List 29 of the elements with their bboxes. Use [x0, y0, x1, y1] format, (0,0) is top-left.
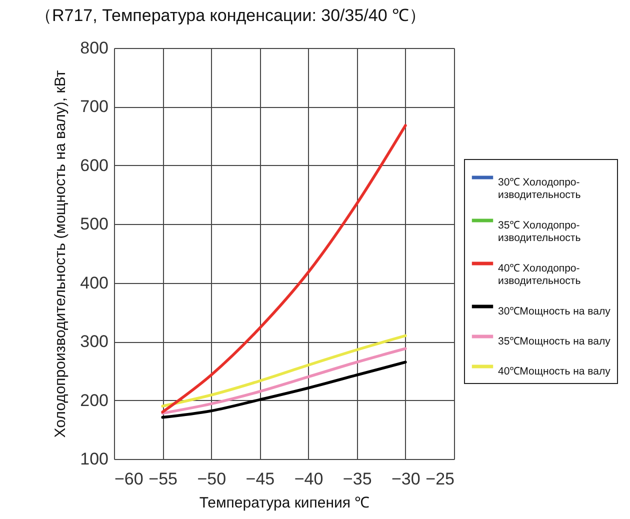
- y-tick-label: 200: [80, 390, 108, 410]
- y-tick-label: 700: [80, 97, 108, 116]
- y-tick-label: 300: [80, 332, 108, 352]
- line-series: [161, 347, 407, 415]
- line-series: [161, 334, 407, 408]
- legend-label: 30℃Мощность на валу: [498, 305, 612, 318]
- legend-label: 40℃Мощность на валу: [498, 365, 612, 378]
- x-tick-label: −25: [426, 470, 454, 488]
- x-axis-title: Температура кипения ℃: [199, 494, 370, 512]
- x-tick-label: −60: [114, 470, 144, 488]
- y-tick-label: 400: [80, 273, 108, 292]
- x-tick-label: −55: [148, 470, 178, 488]
- line-series: [161, 360, 407, 419]
- legend-label: 30℃ Холодопро-изводительность: [498, 176, 582, 201]
- x-tick-label: −40: [294, 470, 324, 488]
- legend-label: 40℃ Холодопро-изводительность: [498, 262, 582, 287]
- legend-label: 35℃ Холодопро-изводительность: [498, 219, 582, 244]
- x-tick-label: −50: [197, 470, 226, 488]
- y-tick-label: 100: [80, 450, 108, 468]
- y-tick-label: 800: [80, 38, 108, 58]
- y-tick-label: 600: [80, 156, 108, 175]
- y-axis-title: Холодопроизводительность (мощность на валу), кВт: [52, 70, 70, 438]
- x-tick-label: −45: [246, 470, 275, 488]
- line-series: [161, 124, 407, 414]
- x-tick-label: −35: [342, 470, 372, 488]
- chart-title: （R717, Температура конденсации: 30/35/40 ℃）: [35, 6, 426, 25]
- x-tick-label: −30: [392, 470, 420, 488]
- y-tick-label: 500: [80, 214, 108, 234]
- legend-label: 35℃Мощность на валу: [498, 335, 612, 348]
